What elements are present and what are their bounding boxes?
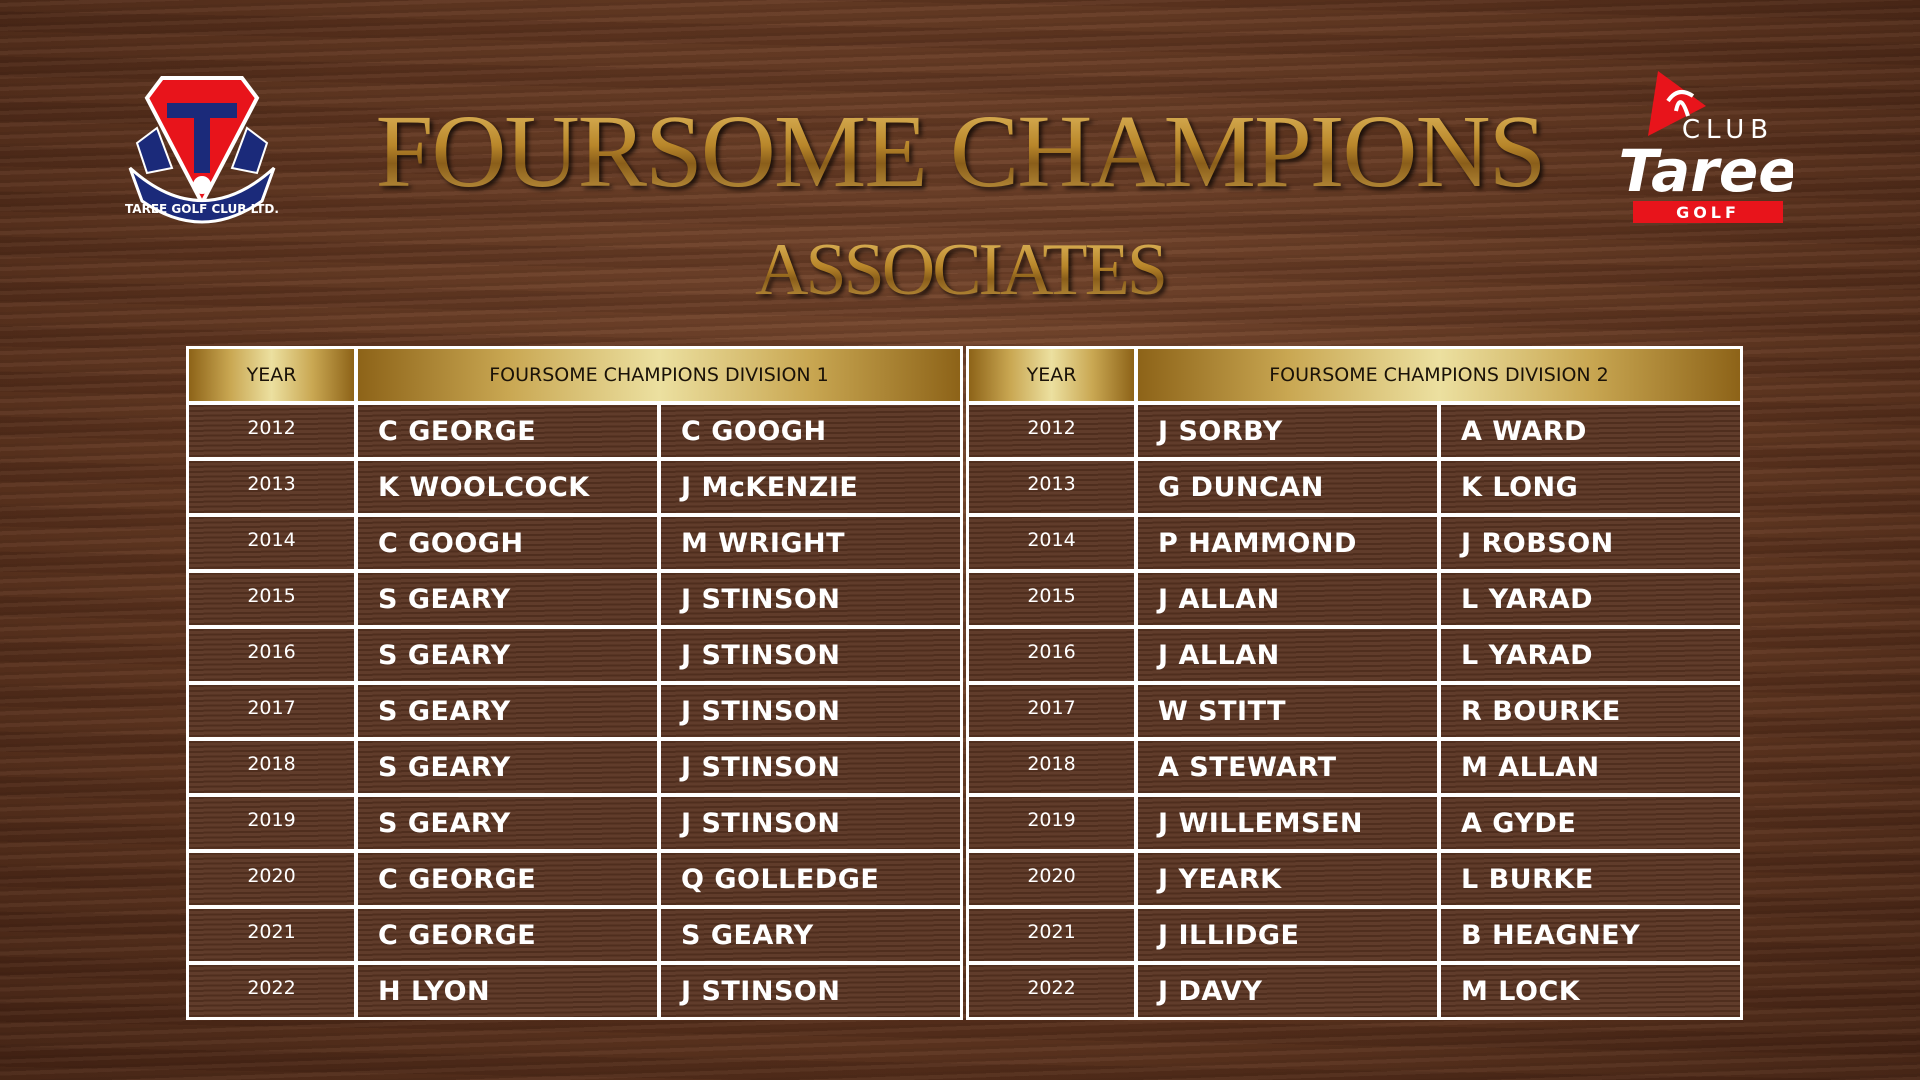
year-cell: 2021 bbox=[189, 909, 354, 961]
svg-text:GOLF: GOLF bbox=[1676, 203, 1740, 222]
year-cell: 2016 bbox=[969, 629, 1134, 681]
player-2-cell: S GEARY bbox=[661, 909, 960, 961]
player-1-cell: C GEORGE bbox=[358, 405, 657, 457]
player-2-cell: K LONG bbox=[1441, 461, 1740, 513]
player-2-cell: Q GOLLEDGE bbox=[661, 853, 960, 905]
year-cell: 2018 bbox=[189, 741, 354, 793]
year-cell: 2017 bbox=[189, 685, 354, 737]
player-1-cell: J ILLIDGE bbox=[1138, 909, 1437, 961]
year-cell: 2021 bbox=[969, 909, 1134, 961]
player-2-cell: L YARAD bbox=[1441, 573, 1740, 625]
club-taree-golf-logo: CLUB Taree GOLF bbox=[1618, 71, 1793, 223]
player-1-cell: S GEARY bbox=[358, 741, 657, 793]
player-1-cell: S GEARY bbox=[358, 797, 657, 849]
page-subtitle: ASSOCIATES bbox=[0, 228, 1920, 313]
player-2-cell: A GYDE bbox=[1441, 797, 1740, 849]
year-cell: 2013 bbox=[189, 461, 354, 513]
player-2-cell: J STINSON bbox=[661, 629, 960, 681]
year-cell: 2016 bbox=[189, 629, 354, 681]
division-2-table: YEAR FOURSOME CHAMPIONS DIVISION 2 2012 J S… bbox=[966, 346, 1743, 1020]
player-2-cell: J McKENZIE bbox=[661, 461, 960, 513]
year-cell: 2022 bbox=[969, 965, 1134, 1017]
player-2-cell: M ALLAN bbox=[1441, 741, 1740, 793]
player-2-cell: L YARAD bbox=[1441, 629, 1740, 681]
year-cell: 2019 bbox=[189, 797, 354, 849]
year-cell: 2014 bbox=[189, 517, 354, 569]
year-cell: 2012 bbox=[189, 405, 354, 457]
year-cell: 2017 bbox=[969, 685, 1134, 737]
player-1-cell: W STITT bbox=[1138, 685, 1437, 737]
player-2-cell: J STINSON bbox=[661, 797, 960, 849]
year-cell: 2015 bbox=[189, 573, 354, 625]
player-2-cell: B HEAGNEY bbox=[1441, 909, 1740, 961]
player-1-cell: S GEARY bbox=[358, 685, 657, 737]
player-1-cell: J WILLEMSEN bbox=[1138, 797, 1437, 849]
year-cell: 2015 bbox=[969, 573, 1134, 625]
year-cell: 2022 bbox=[189, 965, 354, 1017]
year-cell: 2014 bbox=[969, 517, 1134, 569]
player-1-cell: C GEORGE bbox=[358, 909, 657, 961]
svg-text:TAREE GOLF CLUB LTD.: TAREE GOLF CLUB LTD. bbox=[125, 202, 279, 216]
year-cell: 2019 bbox=[969, 797, 1134, 849]
player-2-cell: J ROBSON bbox=[1441, 517, 1740, 569]
svg-text:CLUB: CLUB bbox=[1682, 115, 1774, 145]
year-column-header: YEAR bbox=[189, 349, 354, 401]
player-2-cell: J STINSON bbox=[661, 741, 960, 793]
player-2-cell: L BURKE bbox=[1441, 853, 1740, 905]
player-1-cell: K WOOLCOCK bbox=[358, 461, 657, 513]
player-1-cell: J ALLAN bbox=[1138, 629, 1437, 681]
year-cell: 2020 bbox=[969, 853, 1134, 905]
player-1-cell: G DUNCAN bbox=[1138, 461, 1437, 513]
division-column-header: FOURSOME CHAMPIONS DIVISION 2 bbox=[1138, 349, 1740, 401]
player-2-cell: J STINSON bbox=[661, 573, 960, 625]
player-2-cell: M LOCK bbox=[1441, 965, 1740, 1017]
player-2-cell: M WRIGHT bbox=[661, 517, 960, 569]
player-1-cell: J ALLAN bbox=[1138, 573, 1437, 625]
division-column-header: FOURSOME CHAMPIONS DIVISION 1 bbox=[358, 349, 960, 401]
year-cell: 2013 bbox=[969, 461, 1134, 513]
player-1-cell: S GEARY bbox=[358, 629, 657, 681]
division-1-table: YEAR FOURSOME CHAMPIONS DIVISION 1 2012 C G… bbox=[186, 346, 963, 1020]
player-1-cell: J YEARK bbox=[1138, 853, 1437, 905]
taree-golf-club-crest-logo: TAREE GOLF CLUB LTD. bbox=[125, 76, 279, 224]
year-cell: 2012 bbox=[969, 405, 1134, 457]
player-1-cell: J DAVY bbox=[1138, 965, 1437, 1017]
player-2-cell: J STINSON bbox=[661, 965, 960, 1017]
year-cell: 2018 bbox=[969, 741, 1134, 793]
player-2-cell: J STINSON bbox=[661, 685, 960, 737]
player-1-cell: C GOOGH bbox=[358, 517, 657, 569]
year-cell: 2020 bbox=[189, 853, 354, 905]
player-2-cell: R BOURKE bbox=[1441, 685, 1740, 737]
player-1-cell: C GEORGE bbox=[358, 853, 657, 905]
player-2-cell: A WARD bbox=[1441, 405, 1740, 457]
svg-text:Taree: Taree bbox=[1618, 137, 1793, 205]
player-1-cell: H LYON bbox=[358, 965, 657, 1017]
page-title: FOURSOME CHAMPIONS bbox=[0, 92, 1920, 211]
player-1-cell: S GEARY bbox=[358, 573, 657, 625]
player-1-cell: A STEWART bbox=[1138, 741, 1437, 793]
player-1-cell: J SORBY bbox=[1138, 405, 1437, 457]
player-1-cell: P HAMMOND bbox=[1138, 517, 1437, 569]
player-2-cell: C GOOGH bbox=[661, 405, 960, 457]
year-column-header: YEAR bbox=[969, 349, 1134, 401]
